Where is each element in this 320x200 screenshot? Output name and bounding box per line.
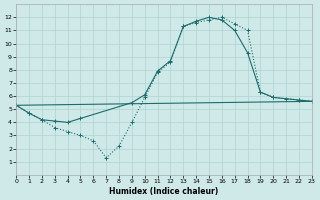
X-axis label: Humidex (Indice chaleur): Humidex (Indice chaleur) (109, 187, 219, 196)
